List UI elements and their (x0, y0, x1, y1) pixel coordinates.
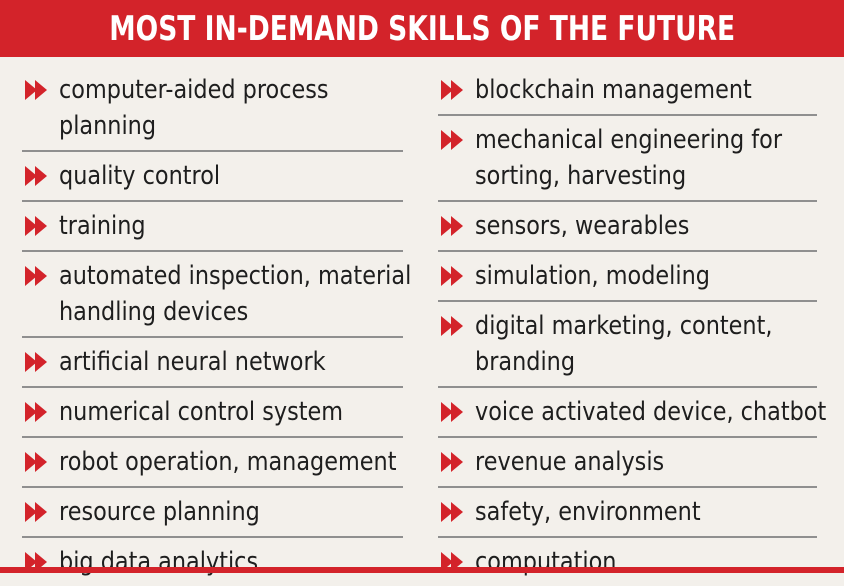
chevron-right-icon (25, 80, 47, 100)
list-item: mechanical engineering for sorting, harv… (438, 116, 817, 202)
page-title: MOST IN-DEMAND SKILLS OF THE FUTURE (109, 8, 735, 49)
list-item: robot operation, management (22, 438, 403, 488)
skill-label: resource planning (59, 497, 260, 527)
chevron-right-icon (441, 130, 463, 150)
skill-label: automated inspection, material (59, 261, 412, 291)
list-item: numerical control system (22, 388, 403, 438)
chevron-right-icon (441, 216, 463, 236)
chevron-right-icon (25, 166, 47, 186)
left-skill-list: computer-aided process planning quality … (22, 66, 412, 586)
list-item: digital marketing, content, branding (438, 302, 817, 388)
list-item: quality control (22, 152, 403, 202)
title-banner: MOST IN-DEMAND SKILLS OF THE FUTURE (0, 0, 844, 57)
skill-label: planning (59, 111, 157, 141)
chevron-right-icon (25, 402, 47, 422)
skill-label: sorting, harvesting (475, 161, 687, 191)
list-item: automated inspection, material handling … (22, 252, 412, 338)
chevron-right-icon (25, 502, 47, 522)
list-item: blockchain management (438, 66, 817, 116)
skill-label: digital marketing, content, (475, 311, 773, 341)
skill-label: safety, environment (475, 497, 701, 527)
chevron-right-icon (25, 216, 47, 236)
skill-label: sensors, wearables (475, 211, 690, 241)
list-item: computation (438, 538, 817, 586)
skill-label: simulation, modeling (475, 261, 710, 291)
list-item: artificial neural network (22, 338, 403, 388)
list-item: safety, environment (438, 488, 817, 538)
right-skill-list: blockchain management mechanical enginee… (438, 66, 827, 586)
skill-label: artificial neural network (59, 347, 326, 377)
skill-label: handling devices (59, 297, 249, 327)
skill-label: quality control (59, 161, 221, 191)
bottom-rule (0, 567, 844, 573)
chevron-right-icon (25, 352, 47, 372)
skill-label: revenue analysis (475, 447, 665, 477)
chevron-right-icon (441, 502, 463, 522)
skill-label: numerical control system (59, 397, 344, 427)
list-item: voice activated device, chatbot (438, 388, 827, 438)
skill-label: voice activated device, chatbot (475, 397, 827, 427)
list-item: revenue analysis (438, 438, 817, 488)
list-item: sensors, wearables (438, 202, 817, 252)
chevron-right-icon (441, 452, 463, 472)
skill-label: branding (475, 347, 576, 377)
list-item: big data analytics (22, 538, 403, 586)
skill-label: training (59, 211, 146, 241)
skill-label: blockchain management (475, 75, 752, 105)
chevron-right-icon (441, 316, 463, 336)
skill-label: big data analytics (59, 547, 259, 577)
skill-label: mechanical engineering for (475, 125, 783, 155)
list-item: resource planning (22, 488, 403, 538)
skill-label: computer-aided process (59, 75, 329, 105)
chevron-right-icon (441, 266, 463, 286)
skill-label: computation (475, 547, 617, 577)
chevron-right-icon (441, 402, 463, 422)
list-item: training (22, 202, 403, 252)
skill-label: robot operation, management (59, 447, 397, 477)
list-item: simulation, modeling (438, 252, 817, 302)
chevron-right-icon (25, 266, 47, 286)
list-item: computer-aided process planning (22, 66, 403, 152)
chevron-right-icon (441, 80, 463, 100)
chevron-right-icon (25, 452, 47, 472)
